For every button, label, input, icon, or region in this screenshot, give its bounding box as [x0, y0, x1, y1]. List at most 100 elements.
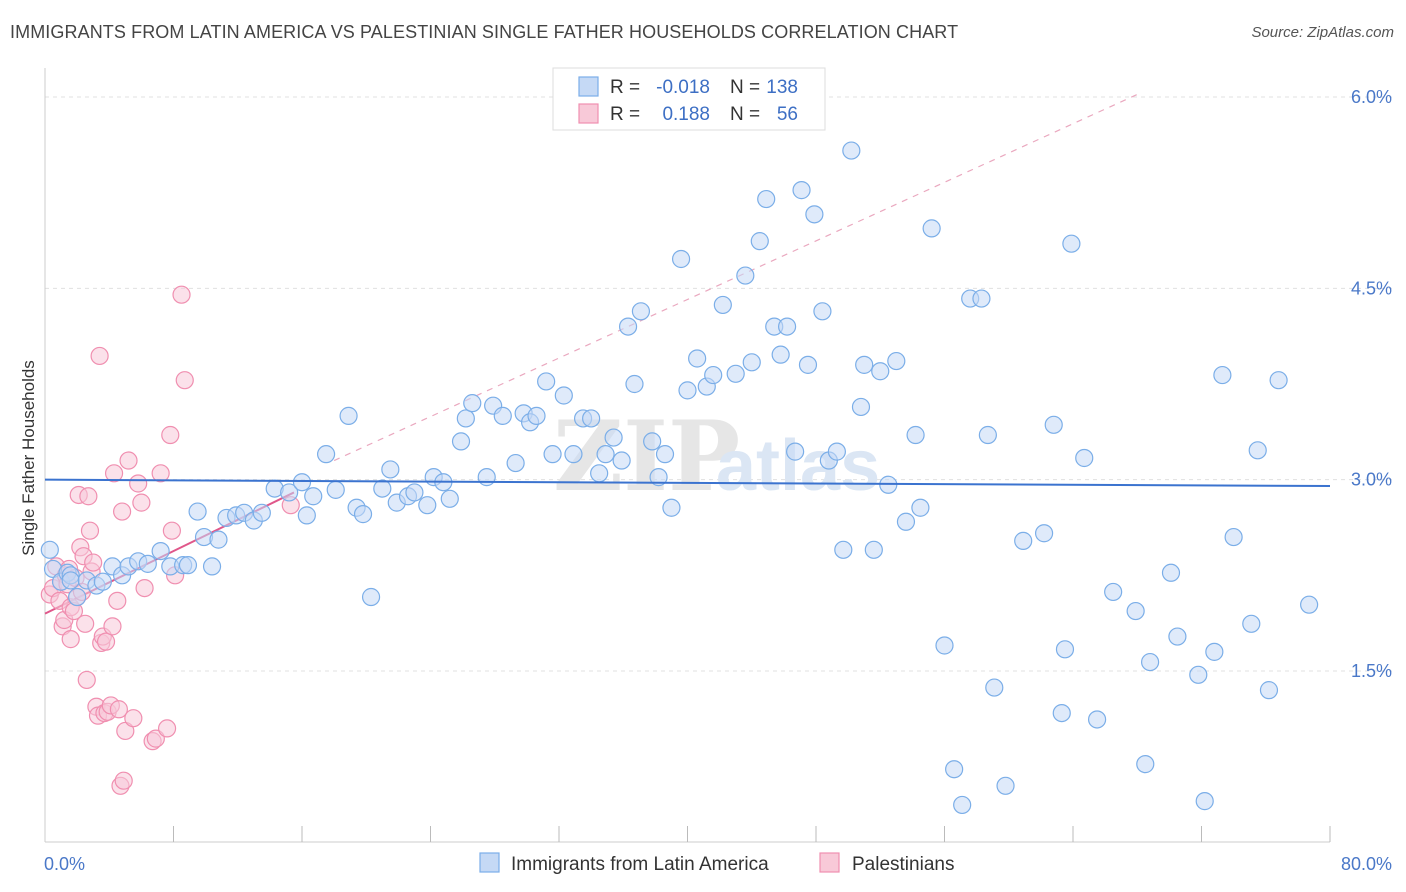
palestinians-point-20 — [77, 670, 96, 690]
latin-america-point-61 — [564, 445, 583, 464]
y-tick-label-0: 1.5% — [1351, 661, 1392, 681]
palestinians-point-50 — [157, 719, 177, 738]
latin-america-point-71 — [643, 432, 662, 451]
latin-america-point-35 — [339, 406, 358, 425]
latin-america-point-50 — [463, 394, 482, 413]
latin-america-point-117 — [1034, 524, 1054, 543]
latin-america-point-109 — [945, 760, 964, 779]
latin-america-point-107 — [922, 219, 941, 238]
palestinians-point-54 — [172, 285, 191, 304]
y-tick-label-1: 3.0% — [1351, 470, 1392, 490]
palestinians-point-36 — [108, 591, 127, 610]
latin-america-point-69 — [625, 374, 644, 394]
latin-america-point-29 — [280, 483, 299, 502]
palestinians-point-45 — [132, 493, 151, 512]
latin-america-point-137 — [1259, 681, 1279, 700]
source-label: Source: ZipAtlas.com — [1251, 24, 1394, 41]
latin-america-point-115 — [996, 776, 1015, 795]
latin-america-point-104 — [896, 512, 916, 531]
latin-america-point-49 — [456, 409, 475, 428]
latin-america-point-14 — [138, 554, 157, 573]
latin-america-point-103 — [887, 351, 906, 371]
latin-america-point-131 — [1195, 792, 1214, 811]
latin-america-trend — [44, 478, 1331, 488]
palestinians-point-43 — [124, 709, 143, 728]
latin-america-point-91 — [798, 355, 818, 374]
latin-america-point-9 — [93, 572, 112, 591]
palestinians-point-10 — [61, 630, 80, 649]
latin-america-point-95 — [827, 442, 846, 461]
latin-america-point-127 — [1140, 652, 1160, 672]
latin-america-point-65 — [596, 445, 615, 464]
latin-america-trend-line — [44, 478, 1331, 488]
latin-america-point-139 — [1300, 595, 1319, 614]
latin-america-point-31 — [297, 506, 316, 525]
legend: Immigrants from Latin America Palestinia… — [479, 852, 954, 875]
legend-pink-swatch[interactable] — [819, 852, 840, 873]
latin-america-point-79 — [704, 365, 723, 385]
palestinians-point-55 — [175, 371, 194, 390]
latin-america-point-75 — [671, 249, 691, 269]
palestinians-point-21 — [79, 487, 98, 506]
latin-america-point-67 — [612, 451, 631, 470]
latin-america-point-5 — [61, 571, 80, 590]
grid-layer — [45, 96, 1392, 672]
y-axis-label: Single Father Households — [19, 360, 38, 556]
latin-america-point-110 — [953, 795, 972, 815]
x-tick-label-0: 0.0% — [44, 854, 85, 874]
stats-pink-r-label: R = — [610, 104, 640, 125]
latin-america-point-123 — [1087, 710, 1107, 729]
latin-america-point-84 — [750, 232, 769, 251]
stats-blue-n-value: 138 — [766, 77, 798, 98]
latin-america-point-43 — [405, 483, 424, 502]
latin-america-point-89 — [786, 442, 805, 461]
latin-america-point-70 — [631, 302, 651, 321]
latin-america-point-6 — [68, 587, 87, 607]
latin-america-point-118 — [1044, 415, 1063, 434]
latin-america-point-30 — [292, 473, 312, 492]
palestinians-point-34 — [103, 617, 122, 636]
latin-america-point-19 — [188, 502, 207, 521]
palestinians-point-49 — [151, 464, 170, 483]
latin-america-point-40 — [381, 460, 400, 479]
legend-pink-label[interactable]: Palestinians — [852, 854, 954, 875]
palestinians-point-46 — [135, 578, 154, 598]
latin-america-point-134 — [1224, 527, 1243, 547]
legend-blue-swatch[interactable] — [479, 852, 500, 873]
palestinians-point-22 — [80, 521, 100, 540]
latin-america-point-130 — [1189, 665, 1208, 684]
stats-box: R = -0.018 N = 138 R = 0.188 N = 56 — [552, 67, 826, 131]
palestinians-point-39 — [112, 502, 132, 521]
latin-america-point-113 — [978, 425, 997, 445]
latin-america-point-124 — [1104, 582, 1123, 602]
latin-america-point-93 — [813, 302, 832, 321]
latin-america-point-32 — [304, 487, 323, 506]
axes: 1.5% 3.0% 4.5% 6.0% 0.0% 80.0% — [44, 68, 1392, 874]
latin-america-point-83 — [742, 353, 761, 372]
legend-blue-label[interactable]: Immigrants from Latin America — [511, 854, 769, 875]
palestinians-points — [40, 285, 300, 795]
latin-america-point-53 — [493, 406, 512, 425]
latin-america-point-106 — [911, 498, 930, 517]
latin-america-point-126 — [1136, 755, 1155, 774]
latin-america-point-72 — [649, 468, 668, 487]
latin-america-point-73 — [655, 445, 675, 464]
latin-america-point-121 — [1062, 234, 1081, 253]
watermark: ZIP atlas — [553, 400, 880, 513]
latin-america-point-59 — [543, 445, 562, 464]
latin-america-point-15 — [151, 541, 170, 561]
latin-america-point-22 — [209, 530, 228, 549]
latin-america-point-119 — [1052, 703, 1071, 723]
chart-title: IMMIGRANTS FROM LATIN AMERICA VS PALESTI… — [10, 22, 959, 42]
y-tick-label-3: 6.0% — [1351, 87, 1392, 107]
latin-america-point-92 — [805, 205, 824, 224]
latin-america-point-58 — [537, 372, 556, 391]
latin-america-point-90 — [792, 181, 811, 200]
latin-america-point-138 — [1269, 371, 1288, 390]
latin-america-point-98 — [851, 397, 871, 417]
latin-america-point-54 — [506, 453, 525, 473]
watermark-atlas: atlas — [716, 426, 880, 506]
latin-america-point-99 — [855, 355, 874, 374]
stats-blue-swatch — [578, 76, 599, 97]
